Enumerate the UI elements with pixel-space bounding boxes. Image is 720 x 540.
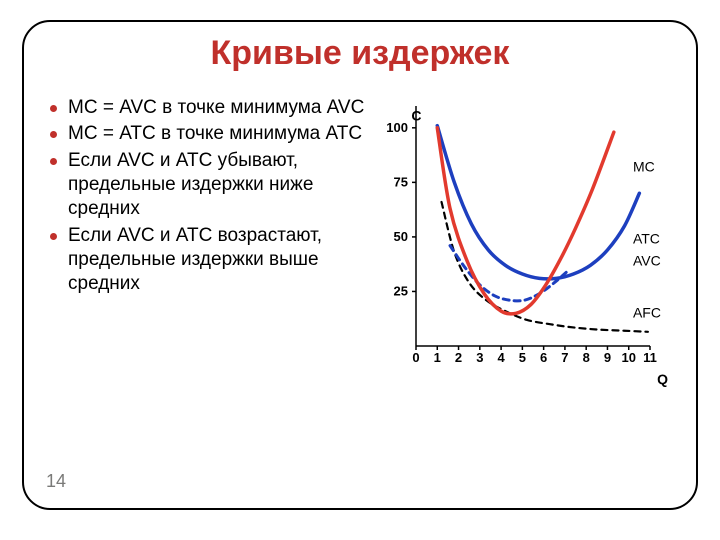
curve-mc [437, 128, 614, 314]
series-label-avc: AVC [633, 252, 661, 268]
bullet-item: Если AVC и ATC убывают, предельные издер… [50, 149, 370, 222]
curve-afc [442, 202, 648, 332]
x-tick-label: 7 [561, 350, 568, 365]
series-label-mc: MC [633, 158, 655, 174]
series-label-atc: АТС [633, 230, 660, 246]
y-tick-label: 25 [394, 283, 408, 298]
slide: Кривые издержек МС = AVC в точке минимум… [0, 0, 720, 540]
y-axis-label: C [411, 107, 421, 123]
slide-title: Кривые издержек [0, 34, 720, 73]
bullet-list: МС = AVC в точке минимума AVCМС = АТС в … [50, 96, 370, 299]
x-tick-label: 2 [455, 350, 462, 365]
x-tick-label: 3 [476, 350, 483, 365]
x-tick-label: 11 [643, 350, 657, 365]
bullet-item: МС = AVC в точке минимума AVC [50, 96, 370, 120]
cost-curves-chart: 25 50 75 100 0123456789 10 11 C Q MC АТС AVC AFC [380, 96, 700, 396]
y-tick-label: 100 [386, 120, 408, 135]
bullet-item: МС = АТС в точке минимума АТС [50, 122, 370, 146]
x-tick-label: 4 [497, 350, 505, 365]
x-tick-label: 6 [540, 350, 547, 365]
x-tick-label: 9 [604, 350, 611, 365]
x-axis-label: Q [657, 371, 668, 387]
x-tick-label: 5 [519, 350, 526, 365]
series-label-afc: AFC [633, 305, 661, 321]
page-number: 14 [46, 471, 66, 492]
x-tick-label: 8 [583, 350, 590, 365]
x-tick-label: 1 [434, 350, 441, 365]
y-tick-label: 50 [394, 229, 408, 244]
y-tick-label: 75 [394, 174, 408, 189]
x-tick-label: 10 [621, 350, 635, 365]
bullet-item: Если AVC и ATC возрастают, предельные из… [50, 224, 370, 297]
x-tick-label: 0 [412, 350, 419, 365]
